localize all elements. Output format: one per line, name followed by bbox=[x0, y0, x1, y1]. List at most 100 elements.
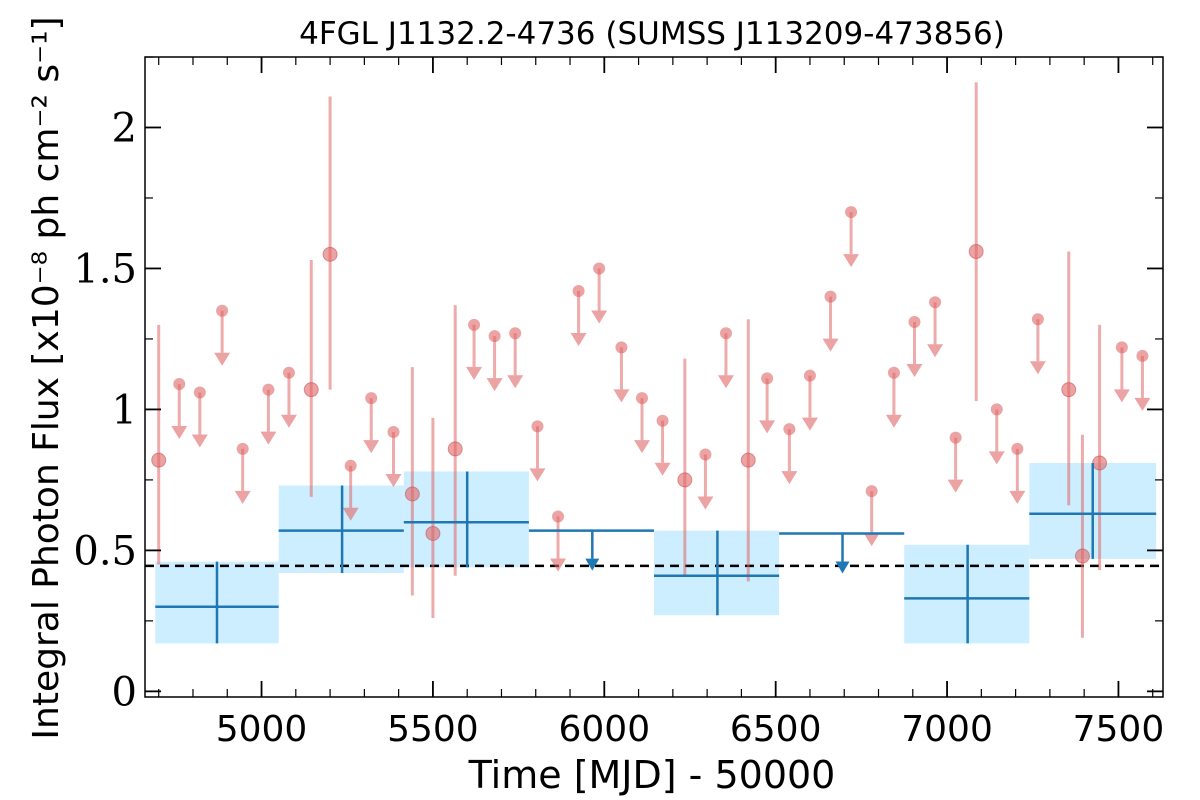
y-tick-label: 0 bbox=[112, 669, 137, 715]
fine-bin-upper-limit-point bbox=[990, 403, 1003, 416]
x-tick-labels: 5000 5500 6000 6500 7000 7500 bbox=[216, 709, 1165, 750]
fine-bin-upper-limit-point bbox=[656, 414, 669, 427]
y-tick-label: 1.5 bbox=[73, 246, 137, 292]
fine-bin-upper-limit-arrow bbox=[280, 414, 297, 428]
fine-bin-upper-limit-point bbox=[803, 369, 816, 382]
x-tick-label: 5000 bbox=[216, 709, 308, 750]
fine-bin-upper-limit-point bbox=[1115, 341, 1128, 354]
fine-bin-upper-limit-point bbox=[887, 366, 900, 379]
fine-bin-upper-limit-point bbox=[552, 510, 565, 523]
fine-bin-upper-limit-arrow bbox=[697, 496, 714, 510]
coarse-bin-upper-limit-arrow bbox=[835, 561, 850, 574]
fine-bin-upper-limit-point bbox=[344, 459, 357, 472]
coarse-bin-upper-limit-arrow bbox=[585, 558, 600, 571]
plot-frame bbox=[144, 56, 1164, 698]
fine-bin-upper-limit-arrow bbox=[988, 451, 1005, 465]
fine-bin-upper-limit-point bbox=[236, 442, 249, 455]
fine-bin-upper-limit-point bbox=[468, 318, 481, 331]
fine-bin-point bbox=[404, 486, 420, 502]
y-tick-label: 0.5 bbox=[73, 528, 137, 574]
fine-bin-upper-limit-point bbox=[593, 262, 606, 275]
x-tick-label: 7500 bbox=[1073, 709, 1165, 750]
fine-bin-upper-limit-arrow bbox=[863, 533, 880, 547]
coarse-bin-points bbox=[155, 462, 1157, 644]
fine-bin-upper-limit-arrow bbox=[486, 378, 503, 392]
fine-bin-upper-limit-arrow bbox=[781, 471, 798, 485]
fine-bin-upper-limit-point bbox=[387, 425, 400, 438]
fine-bin-upper-limit-point bbox=[262, 383, 275, 396]
fine-bin-upper-limit-arrow bbox=[171, 426, 188, 440]
fine-bin-point bbox=[1074, 548, 1090, 564]
fine-bin-upper-limit-arrow bbox=[947, 479, 964, 493]
fine-bin-upper-limit-arrow bbox=[466, 366, 483, 380]
fine-bin-point bbox=[447, 441, 463, 457]
fine-bin-upper-limit-arrow bbox=[529, 468, 546, 482]
y-axis-label: Integral Photon Flux [x10⁻⁸ ph cm⁻² s⁻¹] bbox=[26, 16, 67, 739]
fine-bin-point bbox=[740, 452, 756, 468]
fine-bin-upper-limit-point bbox=[216, 304, 229, 317]
fine-bin-upper-limit-point bbox=[636, 392, 649, 405]
fine-bin-upper-limit-point bbox=[282, 366, 295, 379]
fine-bin-upper-limit-arrow bbox=[717, 375, 734, 389]
fine-bin-points bbox=[151, 82, 1151, 638]
fine-bin-upper-limit-arrow bbox=[385, 473, 402, 487]
coarse-bin-error-bands bbox=[155, 462, 1157, 644]
fine-bin-upper-limit-point bbox=[509, 327, 522, 340]
fine-bin-upper-limit-arrow bbox=[363, 440, 380, 454]
fine-bin-upper-limit-arrow bbox=[214, 352, 231, 366]
fine-bin-upper-limit-arrow bbox=[927, 344, 944, 358]
fine-bin-upper-limit-point bbox=[929, 296, 942, 309]
fine-bin-upper-limit-point bbox=[865, 485, 878, 498]
fine-bin-upper-limit-point bbox=[365, 392, 378, 405]
fine-bin-upper-limit-arrow bbox=[342, 507, 359, 521]
fine-bin-upper-limit-point bbox=[488, 330, 501, 343]
fine-bin-upper-limit-point bbox=[1011, 442, 1024, 455]
fine-bin-upper-limit-arrow bbox=[550, 558, 567, 572]
fine-bin-upper-limit-point bbox=[1136, 349, 1149, 362]
fine-bin-upper-limit-arrow bbox=[885, 414, 902, 428]
fine-bin-upper-limit-point bbox=[193, 386, 206, 399]
fine-bin-point bbox=[425, 525, 441, 541]
fine-bin-upper-limit-arrow bbox=[759, 420, 776, 434]
fine-bin-point bbox=[677, 472, 693, 488]
fine-bin-upper-limit-arrow bbox=[613, 389, 630, 403]
y-tick-label: 1 bbox=[112, 387, 137, 433]
fine-bin-upper-limit-arrow bbox=[843, 254, 860, 268]
fine-bin-point bbox=[303, 382, 319, 398]
fine-bin-upper-limit-point bbox=[949, 431, 962, 444]
fine-bin-upper-limit-point bbox=[719, 327, 732, 340]
x-tick-label: 6500 bbox=[730, 709, 822, 750]
fine-bin-upper-limit-arrow bbox=[191, 434, 208, 448]
fine-bin-upper-limit-point bbox=[1031, 313, 1044, 326]
fine-bin-point bbox=[968, 244, 984, 260]
chart-title: 4FGL J1132.2-4736 (SUMSS J113209-473856) bbox=[299, 16, 1005, 52]
axis-ticks bbox=[145, 56, 1163, 697]
fine-bin-upper-limit-arrow bbox=[822, 338, 839, 352]
fine-bin-point bbox=[1092, 455, 1108, 471]
fine-bin-upper-limit-arrow bbox=[234, 490, 251, 504]
fine-bin-upper-limit-point bbox=[615, 341, 628, 354]
fine-bin-upper-limit-arrow bbox=[570, 333, 587, 347]
y-tick-label: 2 bbox=[112, 105, 137, 151]
fine-bin-upper-limit-arrow bbox=[260, 431, 277, 445]
fine-bin-upper-limit-point bbox=[908, 316, 921, 329]
fine-bin-upper-limit-arrow bbox=[507, 375, 524, 389]
fine-bin-upper-limit-point bbox=[699, 448, 712, 461]
fine-bin-upper-limit-arrow bbox=[1029, 361, 1046, 375]
fine-bin-upper-limit-arrow bbox=[1134, 397, 1151, 411]
fine-bin-upper-limit-arrow bbox=[906, 364, 923, 378]
fine-bin-upper-limit-arrow bbox=[654, 462, 671, 476]
fine-bin-upper-limit-arrow bbox=[591, 310, 608, 324]
fine-bin-point bbox=[1061, 382, 1077, 398]
fine-bin-upper-limit-point bbox=[783, 423, 796, 436]
fine-bin-upper-limit-arrow bbox=[801, 417, 818, 431]
y-tick-labels: 0 0.5 1 1.5 2 bbox=[73, 105, 137, 715]
fine-bin-upper-limit-point bbox=[531, 420, 544, 433]
x-tick-label: 5500 bbox=[387, 709, 479, 750]
fine-bin-point bbox=[151, 452, 167, 468]
fine-bin-upper-limit-arrow bbox=[1113, 389, 1130, 403]
fine-bin-upper-limit-arrow bbox=[634, 440, 651, 454]
fine-bin-upper-limit-arrow bbox=[1009, 490, 1026, 504]
x-tick-label: 6000 bbox=[558, 709, 650, 750]
